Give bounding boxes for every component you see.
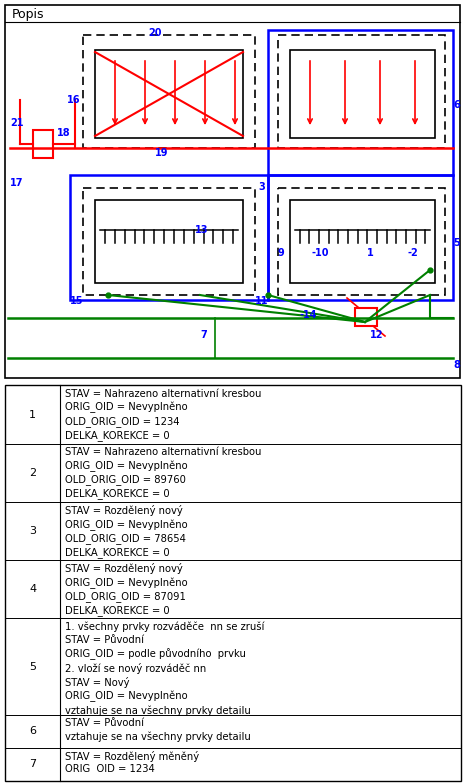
Text: 9: 9 xyxy=(278,248,285,258)
Text: -10: -10 xyxy=(312,248,329,258)
Text: -2: -2 xyxy=(408,248,419,258)
Text: 3: 3 xyxy=(258,182,265,192)
Text: 8: 8 xyxy=(453,360,460,370)
Text: 5: 5 xyxy=(453,238,460,248)
Text: 7: 7 xyxy=(200,330,207,340)
Text: 12: 12 xyxy=(370,330,384,340)
Text: STAV = Nahrazeno alternativní kresbou
ORIG_OID = Nevyplněno
OLD_ORIG_OID = 89760: STAV = Nahrazeno alternativní kresbou OR… xyxy=(65,447,261,499)
Bar xyxy=(268,30,453,175)
Text: 3: 3 xyxy=(29,526,36,536)
Bar xyxy=(290,50,435,138)
Text: 21: 21 xyxy=(10,118,23,128)
Text: 15: 15 xyxy=(70,296,83,306)
Text: -14: -14 xyxy=(300,310,317,320)
Text: 5: 5 xyxy=(29,662,36,672)
Bar xyxy=(95,50,243,138)
Bar xyxy=(33,130,53,158)
Text: 19: 19 xyxy=(155,148,169,158)
Bar xyxy=(83,35,255,148)
Text: STAV = Nahrazeno alternativní kresbou
ORIG_OID = Nevyplněno
OLD_ORIG_OID = 1234
: STAV = Nahrazeno alternativní kresbou OR… xyxy=(65,389,261,441)
Bar xyxy=(278,188,445,295)
Bar xyxy=(268,175,453,300)
Text: 6: 6 xyxy=(29,727,36,736)
Text: 20: 20 xyxy=(148,28,162,38)
Bar xyxy=(278,35,445,148)
Text: 11: 11 xyxy=(255,296,268,306)
Bar xyxy=(355,308,377,326)
Text: STAV = Rozdělený měněný
ORIG  OID = 1234: STAV = Rozdělený měněný ORIG OID = 1234 xyxy=(65,751,199,774)
Text: 2: 2 xyxy=(29,468,36,478)
Text: STAV = Rozdělený nový
ORIG_OID = Nevyplněno
OLD_ORIG_OID = 87091
DELKA_KOREKCE =: STAV = Rozdělený nový ORIG_OID = Nevypln… xyxy=(65,563,188,616)
Text: 17: 17 xyxy=(10,178,23,188)
Text: 1: 1 xyxy=(367,248,374,258)
Text: STAV = Rozdělený nový
ORIG_OID = Nevyplněno
OLD_ORIG_OID = 78654
DELKA_KOREKCE =: STAV = Rozdělený nový ORIG_OID = Nevypln… xyxy=(65,505,188,558)
Text: 1: 1 xyxy=(29,410,36,420)
Bar xyxy=(290,200,435,283)
Bar xyxy=(70,175,268,300)
Bar xyxy=(83,188,255,295)
Bar xyxy=(95,200,243,283)
Text: 1. všechny prvky rozváděče  nn se zruší
STAV = Původní
ORIG_OID = podle původníh: 1. všechny prvky rozváděče nn se zruší S… xyxy=(65,622,264,716)
Text: STAV = Původní
vztahuje se na všechny prvky detailu: STAV = Původní vztahuje se na všechny pr… xyxy=(65,718,251,742)
Text: Popis: Popis xyxy=(12,8,44,21)
Text: 13: 13 xyxy=(195,225,208,235)
Text: 7: 7 xyxy=(29,759,36,769)
Text: 4: 4 xyxy=(29,584,36,594)
Text: 18: 18 xyxy=(57,128,71,138)
Text: 6: 6 xyxy=(453,100,460,110)
Text: 16: 16 xyxy=(67,95,81,105)
